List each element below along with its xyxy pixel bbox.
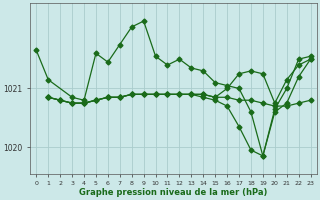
X-axis label: Graphe pression niveau de la mer (hPa): Graphe pression niveau de la mer (hPa) bbox=[79, 188, 268, 197]
